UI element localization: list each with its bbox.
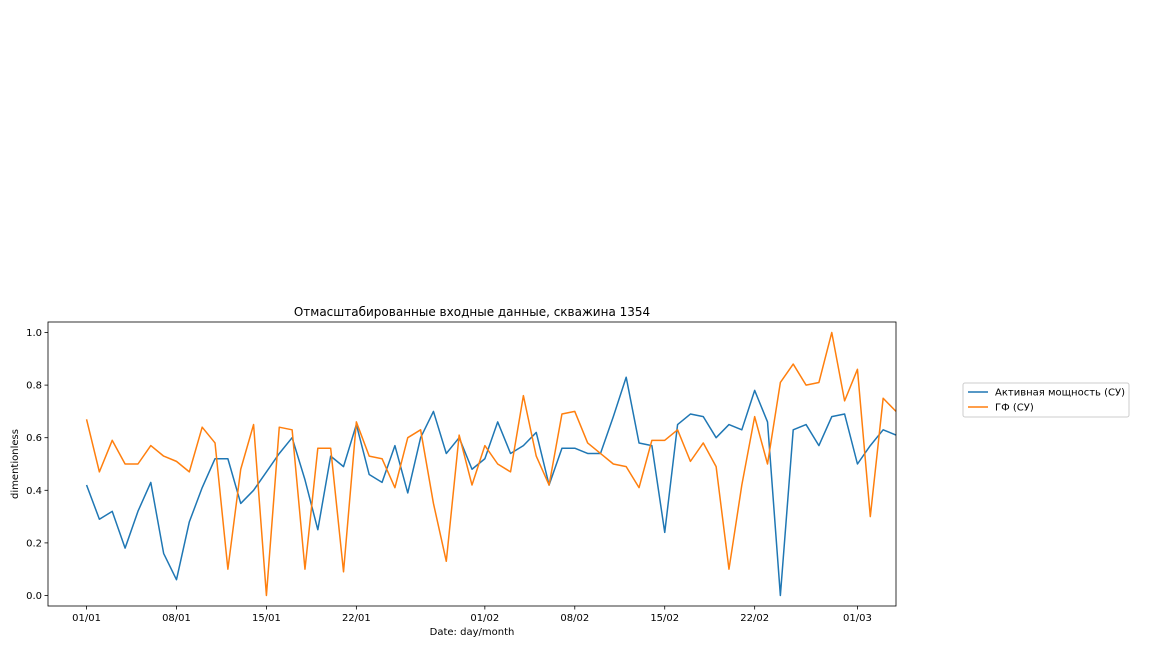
series-line-1	[85, 376, 897, 597]
y-axis-label: dimentionless	[10, 429, 21, 499]
legend-box	[962, 382, 1130, 418]
y-tick-label: 1.0	[26, 328, 42, 339]
x-tick-label: 15/02	[650, 613, 679, 624]
legend: Активная мощность (СУ) ГФ (СУ)	[962, 382, 1130, 418]
x-axis-label: Date: day/month	[430, 627, 515, 638]
legend-label-2: ГФ (СУ)	[995, 403, 1034, 414]
x-axis: 01/01 08/01 15/01 22/01 01/02 08/02 15/02 22/02…	[72, 606, 872, 624]
x-tick-label: 22/02	[740, 613, 769, 624]
x-tick-label: 01/01	[72, 613, 101, 624]
y-tick-label: 0.2	[26, 538, 42, 549]
plot-frame	[47, 321, 897, 607]
x-tick-label: 08/01	[162, 613, 191, 624]
y-tick-label: 0.8	[26, 381, 42, 392]
legend-label-1: Активная мощность (СУ)	[995, 388, 1125, 399]
x-tick-label: 01/03	[843, 613, 872, 624]
plot-lines	[85, 331, 897, 597]
chart-title: Отмасштабированные входные данные, скваж…	[294, 305, 650, 319]
x-tick-label: 15/01	[252, 613, 281, 624]
x-tick-label: 22/01	[342, 613, 371, 624]
y-tick-label: 0.4	[26, 486, 42, 497]
x-tick-label: 01/02	[470, 613, 499, 624]
y-tick-label: 0.0	[26, 591, 42, 602]
x-tick-label: 08/02	[560, 613, 589, 624]
y-axis: 0.0 0.2 0.4 0.6 0.8 1.0	[26, 328, 48, 602]
series-line-2	[85, 331, 897, 597]
y-tick-label: 0.6	[26, 433, 42, 444]
